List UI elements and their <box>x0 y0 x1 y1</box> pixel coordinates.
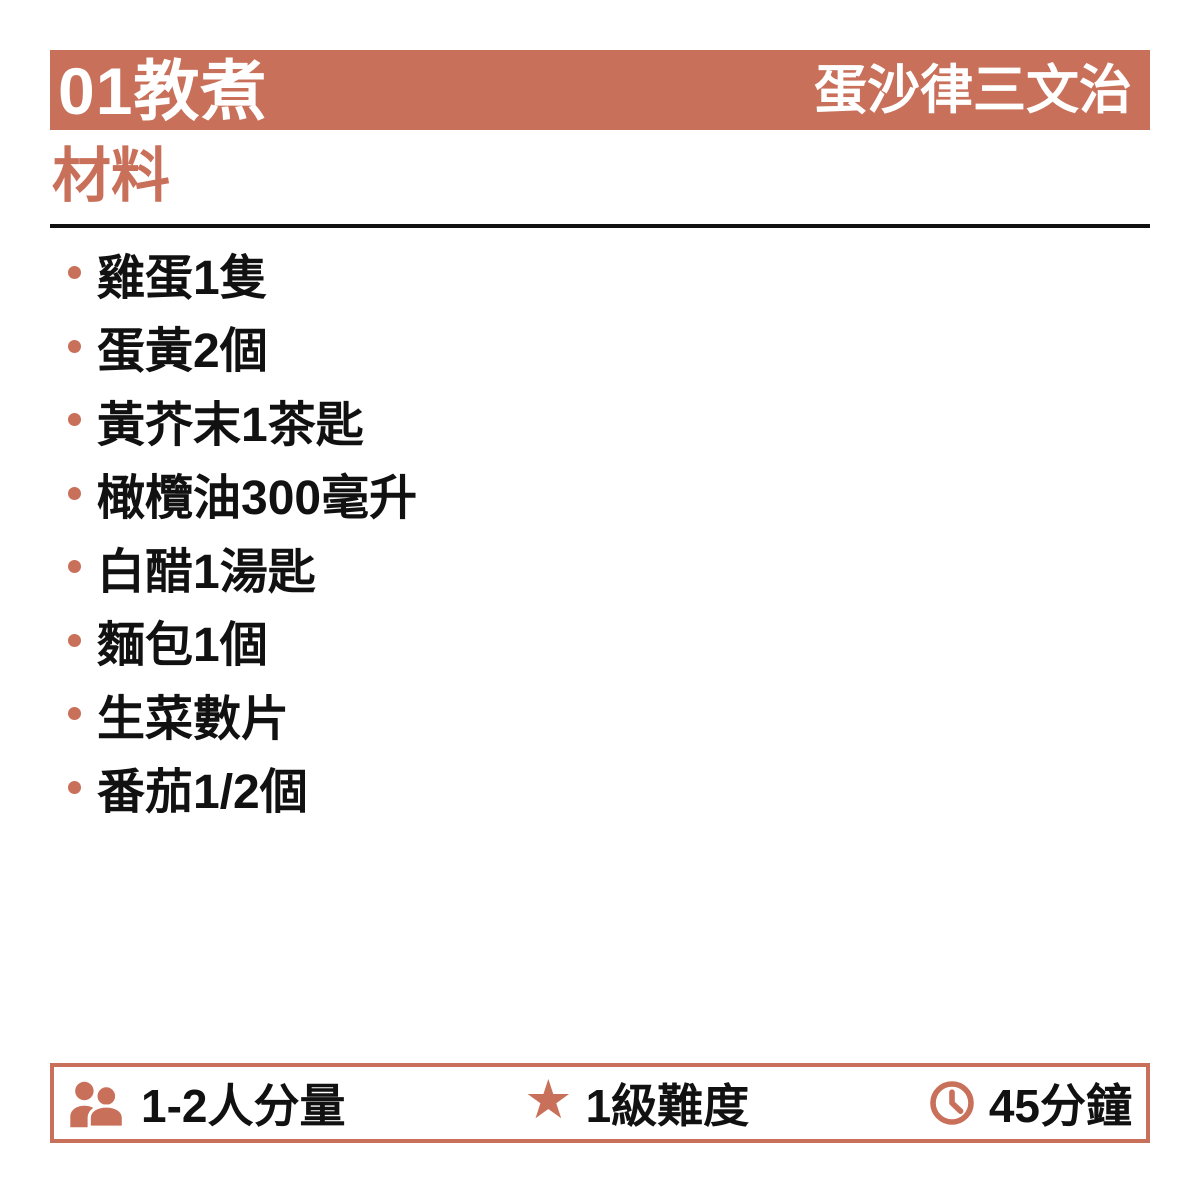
ingredient-item: 白醋1湯匙 <box>50 530 417 604</box>
duration-label: 45分鐘 <box>988 1080 1132 1132</box>
ingredient-label: 雞蛋1隻 <box>97 251 268 305</box>
bullet-dot <box>68 633 81 647</box>
bullet-dot <box>68 266 81 280</box>
ingredient-item: 橄欖油300毫升 <box>50 457 417 531</box>
bullet-dot <box>68 780 81 794</box>
ingredient-item: 番茄1/2個 <box>50 751 417 825</box>
ingredient-list: 雞蛋1隻 蛋黃2個 黃芥末1茶匙 橄欖油300毫升 白醋1湯匙 麵包1個 生菜數… <box>50 236 417 824</box>
clock-icon <box>930 1081 974 1125</box>
recipe-title: 蛋沙律三文治 <box>814 60 1132 120</box>
bullet-dot <box>68 486 81 500</box>
difficulty-label: 1級難度 <box>585 1080 750 1132</box>
header-bar: 01教煮 蛋沙律三文治 <box>50 50 1150 130</box>
bullet-dot <box>68 707 81 721</box>
ingredient-label: 白醋1湯匙 <box>97 545 316 599</box>
ingredient-label: 生菜數片 <box>97 692 290 746</box>
bullet-dot <box>68 339 81 353</box>
difficulty-info: ★ 1級難度 <box>524 1070 749 1136</box>
ingredient-label: 橄欖油300毫升 <box>97 472 418 526</box>
ingredient-label: 黃芥末1茶匙 <box>97 398 364 452</box>
ingredient-item: 雞蛋1隻 <box>50 236 417 310</box>
people-icon <box>70 1081 125 1128</box>
servings-label: 1-2人分量 <box>141 1080 346 1132</box>
bullet-dot <box>68 413 81 427</box>
star-icon: ★ <box>524 1070 573 1130</box>
ingredient-item: 生菜數片 <box>50 677 417 751</box>
ingredient-item: 黃芥末1茶匙 <box>50 383 417 457</box>
servings-info: 1-2人分量 <box>68 1070 345 1136</box>
bullet-dot <box>68 560 81 574</box>
ingredient-label: 麵包1個 <box>97 619 268 673</box>
brand-logo: 01教煮 <box>58 54 268 128</box>
ingredient-item: 蛋黃2個 <box>50 310 417 384</box>
duration-info: 45分鐘 <box>928 1070 1132 1136</box>
info-bar: 1-2人分量 ★ 1級難度 45分鐘 <box>50 1063 1150 1143</box>
ingredient-label: 蛋黃2個 <box>97 325 268 379</box>
ingredient-label: 番茄1/2個 <box>97 766 308 820</box>
ingredient-item: 麵包1個 <box>50 604 417 678</box>
heading-divider <box>50 224 1150 228</box>
ingredients-heading: 材料 <box>52 143 171 209</box>
